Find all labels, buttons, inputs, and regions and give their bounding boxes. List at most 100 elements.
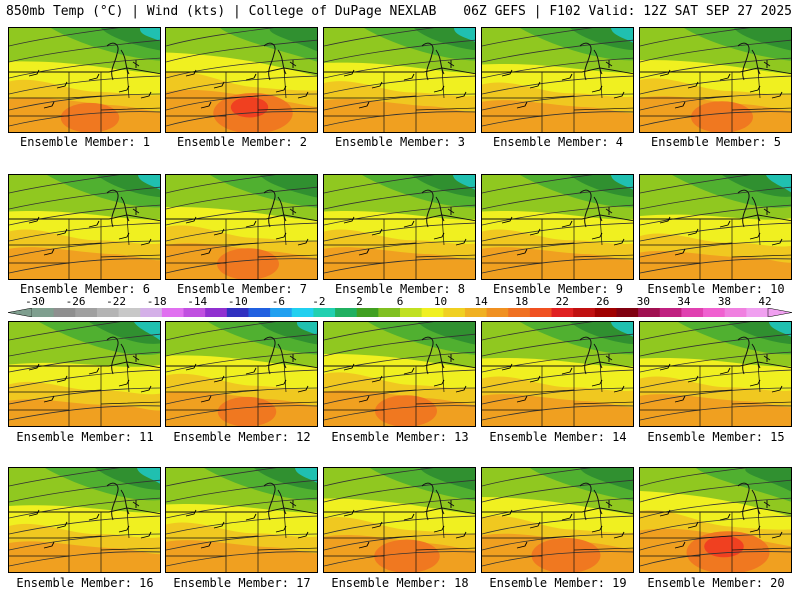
colorbar-segment [226, 308, 249, 317]
valid-time: 06Z GEFS | F102 Valid: 12Z SAT SEP 27 20… [463, 4, 792, 19]
temperature-map [324, 175, 475, 279]
colorbar-tick-label: 42 [758, 295, 772, 308]
temperature-map [482, 28, 633, 132]
ensemble-member-label: Ensemble Member: 12 [173, 430, 311, 444]
colorbar-tick-label: -26 [65, 295, 86, 308]
colorbar-tick-label: 22 [555, 295, 569, 308]
colorbar-tick-label: -6 [271, 295, 285, 308]
ensemble-member-label: Ensemble Member: 2 [176, 135, 308, 149]
ensemble-panel-9 [481, 174, 634, 280]
colorbar-tick-label: -22 [106, 295, 127, 308]
colorbar-segment [551, 308, 574, 317]
temperature-map [640, 28, 791, 132]
colorbar-segment [638, 308, 661, 317]
colorbar-segment [32, 308, 55, 317]
ensemble-panel-2 [165, 27, 318, 133]
ensemble-panel-12 [165, 321, 318, 427]
colorbar-segment [724, 308, 747, 317]
colorbar-segment [270, 308, 293, 317]
colorbar-tick-label: -18 [146, 295, 167, 308]
colorbar-segment [464, 308, 488, 317]
ensemble-panel-4 [481, 27, 634, 133]
temperature-map [166, 175, 317, 279]
colorbar-segment [313, 308, 336, 317]
temperature-map [9, 468, 160, 572]
colorbar-segment [183, 308, 206, 317]
ensemble-panel-11 [8, 321, 161, 427]
ensemble-member-label: Ensemble Member: 8 [334, 282, 466, 296]
ensemble-panel-1 [8, 27, 161, 133]
temperature-map [640, 322, 791, 426]
colorbar-segment [140, 308, 163, 317]
ensemble-member-label: Ensemble Member: 7 [176, 282, 308, 296]
colorbar-segment [443, 308, 466, 317]
ensemble-member-label: Ensemble Member: 18 [331, 576, 469, 590]
ensemble-panel-14 [481, 321, 634, 427]
ensemble-member-label: Ensemble Member: 6 [19, 282, 151, 296]
temperature-map [482, 468, 633, 572]
temperature-map [166, 322, 317, 426]
colorbar-segment [335, 308, 358, 317]
colorbar-tick-label: 38 [717, 295, 732, 308]
colorbar-segment [161, 308, 185, 317]
temperature-map [640, 468, 791, 572]
ensemble-panel-8 [323, 174, 476, 280]
colorbar-tick-label: 6 [396, 295, 404, 308]
colorbar-segment [486, 308, 509, 317]
colorbar-segment [205, 308, 228, 317]
colorbar-segment [378, 308, 401, 317]
colorbar-segment [96, 308, 120, 317]
temperature-map [9, 175, 160, 279]
chart-title: 850mb Temp (°C) | Wind (kts) | College o… [6, 4, 437, 19]
temperature-map [482, 322, 633, 426]
colorbar-tick-label: 10 [433, 295, 448, 308]
temperature-map [324, 468, 475, 572]
colorbar-segment [400, 308, 423, 317]
ensemble-panel-13 [323, 321, 476, 427]
colorbar-segment [53, 308, 76, 317]
ensemble-member-label: Ensemble Member: 4 [492, 135, 624, 149]
ensemble-member-label: Ensemble Member: 9 [492, 282, 624, 296]
ensemble-panel-6 [8, 174, 161, 280]
ensemble-member-label: Ensemble Member: 3 [334, 135, 466, 149]
temperature-map [482, 175, 633, 279]
temperature-map [640, 175, 791, 279]
ensemble-member-label: Ensemble Member: 20 [647, 576, 785, 590]
ensemble-member-label: Ensemble Member: 15 [647, 430, 785, 444]
colorbar-tick-label: -14 [187, 295, 208, 308]
colorbar-tick-label: 14 [474, 295, 488, 308]
ensemble-panel-20 [639, 467, 792, 573]
colorbar-tick-label: 2 [356, 295, 363, 308]
ensemble-panel-18 [323, 467, 476, 573]
ensemble-member-label: Ensemble Member: 13 [331, 430, 469, 444]
ensemble-panel-15 [639, 321, 792, 427]
ensemble-panel-19 [481, 467, 634, 573]
ensemble-member-label: Ensemble Member: 17 [173, 576, 311, 590]
colorbar-tick-label: 26 [596, 295, 610, 308]
colorbar-tick-label: 34 [677, 295, 691, 308]
colorbar-tick-label: -10 [227, 295, 248, 308]
ensemble-member-label: Ensemble Member: 14 [489, 430, 627, 444]
colorbar-tick-label: 18 [515, 295, 529, 308]
colorbar-segment [703, 308, 726, 317]
ensemble-member-label: Ensemble Member: 5 [650, 135, 782, 149]
ensemble-member-label: Ensemble Member: 16 [16, 576, 154, 590]
colorbar-segment [594, 308, 617, 317]
colorbar-tick-label: -30 [25, 295, 45, 308]
temperature-colorbar [8, 308, 792, 317]
colorbar-segment [75, 308, 98, 317]
colorbar-tick-label: -2 [312, 295, 326, 308]
colorbar-segment [508, 308, 531, 317]
colorbar-segment [681, 308, 704, 317]
colorbar-segment [659, 308, 682, 317]
ensemble-member-label: Ensemble Member: 19 [489, 576, 627, 590]
colorbar-segment [421, 308, 444, 317]
ensemble-member-label: Ensemble Member: 1 [19, 135, 151, 149]
ensemble-panel-10 [639, 174, 792, 280]
colorbar-segment [291, 308, 314, 317]
colorbar-segment [118, 308, 141, 317]
colorbar-segment [529, 308, 553, 317]
ensemble-panel-5 [639, 27, 792, 133]
temperature-map [9, 28, 160, 132]
ensemble-panel-17 [165, 467, 318, 573]
